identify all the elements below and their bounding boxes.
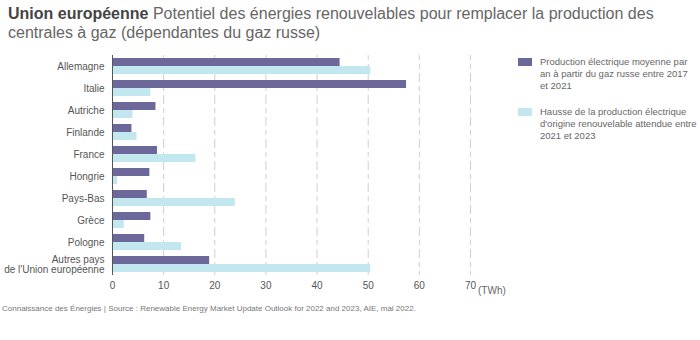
svg-text:70: 70 (465, 280, 477, 291)
svg-text:Finlande: Finlande (66, 127, 105, 138)
svg-text:Italie: Italie (83, 83, 105, 94)
svg-text:France: France (73, 149, 105, 160)
svg-text:Autres paysde l'Union européen: Autres paysde l'Union européenne (4, 254, 105, 275)
svg-text:20: 20 (209, 280, 221, 291)
svg-text:50: 50 (363, 280, 375, 291)
svg-text:Hongrie: Hongrie (69, 171, 104, 182)
svg-text:0: 0 (110, 280, 116, 291)
svg-text:30: 30 (260, 280, 272, 291)
svg-text:Autriche: Autriche (68, 105, 105, 116)
html-text:Connaissance des Énergies | So: Connaissance des Énergies | Source : Ren… (2, 304, 416, 313)
svg-text:Grèce: Grèce (77, 215, 105, 226)
html-text:Hausse de la production électr: Hausse de la production électrique d'ori… (540, 106, 697, 141)
html-text:Union européenne Potentiel des: Union européenne Potentiel des énergies … (8, 5, 654, 41)
svg-text:10: 10 (158, 280, 170, 291)
svg-text:Pologne: Pologne (68, 237, 105, 248)
svg-text:60: 60 (414, 280, 426, 291)
svg-text:40: 40 (312, 280, 324, 291)
html-text:Production électrique moyenne: Production électrique moyenne par an à p… (540, 56, 688, 91)
svg-text:Pays-Bas: Pays-Bas (62, 193, 105, 204)
svg-text:Allemagne: Allemagne (57, 61, 105, 72)
html-text:(TWh): (TWh) (478, 285, 506, 296)
